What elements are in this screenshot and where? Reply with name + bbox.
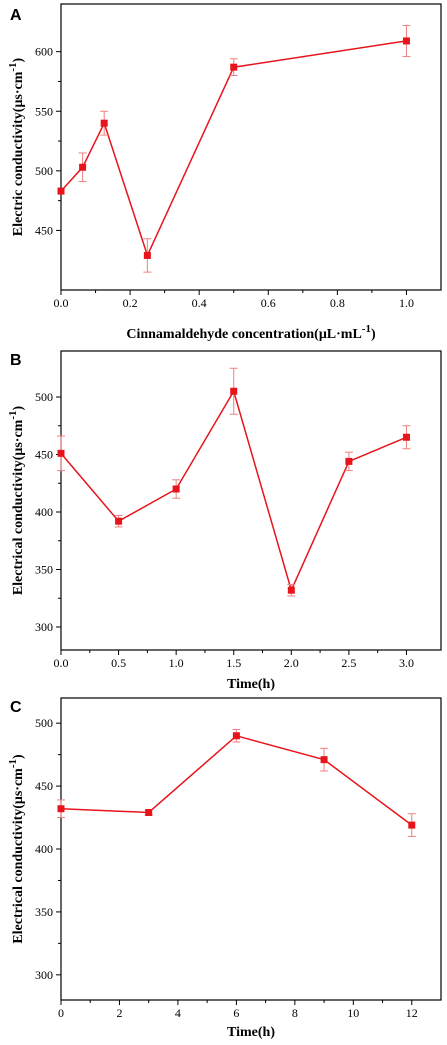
x-tick-label: 0	[58, 1006, 64, 1020]
data-point	[172, 485, 180, 493]
x-tick-label: 0.0	[54, 656, 69, 670]
x-tick-label: 0.8	[330, 296, 345, 310]
y-tick-label: 450	[35, 223, 53, 237]
y-tick-label: 500	[35, 164, 53, 178]
data-point	[145, 809, 153, 817]
y-axis-title: Electrical conductivity(μs·cm-1)	[7, 405, 26, 595]
panel-letter: A	[10, 7, 22, 24]
y-tick-label: 450	[35, 779, 53, 793]
y-tick-label: 300	[35, 620, 53, 634]
data-point	[320, 756, 328, 764]
x-tick-label: 1.5	[226, 656, 241, 670]
data-point	[345, 457, 353, 465]
chart-panel-b: B 0.0 0.5 1.0 1.5 2.0 2.5 3.0 300 350 400 450 500 Tim…	[7, 350, 442, 692]
x-tick-label: 12	[406, 1006, 418, 1020]
data-point	[143, 251, 151, 259]
data-point	[57, 805, 65, 813]
y-tick-label: 300	[35, 968, 53, 982]
series-line	[60, 40, 407, 258]
x-tick-label: 0.4	[192, 296, 207, 310]
y-axis-title: Electrical conductivity(μs·cm-1)	[7, 754, 26, 944]
y-tick-label: 600	[35, 45, 53, 59]
x-axis-title: Cinnamaldehyde concentration(μL·mL-1)	[126, 323, 376, 342]
panel-letter: C	[10, 699, 22, 716]
data-point	[230, 63, 238, 71]
x-axis-title: Time(h)	[227, 677, 275, 692]
data-point	[402, 433, 410, 441]
data-point	[57, 187, 65, 195]
data-point	[100, 119, 108, 127]
x-tick-label: 2.0	[284, 656, 299, 670]
chart-panel-c: C 0 2 4 6 8 10 12 300 350 400 450 500 Time(h) Electric…	[7, 697, 442, 1040]
x-tick-label: 0.6	[261, 296, 276, 310]
x-tick-label: 1.0	[399, 296, 414, 310]
data-point	[287, 586, 295, 594]
data-point	[402, 37, 410, 45]
plot-frame	[60, 350, 442, 651]
chart-panel-a: A 0.0 0.2 0.4 0.6 0.8 1.0 450 500 550 600 Cinnamald…	[7, 3, 442, 342]
x-axis-title: Time(h)	[227, 1025, 275, 1040]
x-tick-label: 2	[116, 1006, 122, 1020]
data-point	[115, 517, 123, 525]
x-tick-label: 3.0	[399, 656, 414, 670]
y-tick-label: 400	[35, 505, 53, 519]
series-line	[60, 734, 413, 826]
x-tick-label: 8	[292, 1006, 298, 1020]
y-axis-title: Electric conductivity(μs·cm-1)	[7, 57, 26, 236]
x-tick-label: 1.0	[169, 656, 184, 670]
series-line	[60, 389, 407, 593]
y-tick-label: 500	[35, 390, 53, 404]
x-tick-label: 0.2	[123, 296, 138, 310]
y-tick-label: 550	[35, 104, 53, 118]
x-tick-label: 10	[347, 1006, 359, 1020]
data-point	[232, 732, 240, 740]
x-tick-label: 0.5	[111, 656, 126, 670]
y-tick-label: 500	[35, 716, 53, 730]
plot-frame	[60, 697, 442, 1001]
data-point	[408, 821, 416, 829]
data-point	[57, 449, 65, 457]
x-tick-label: 4	[175, 1006, 181, 1020]
data-point	[230, 387, 238, 395]
x-tick-label: 0.0	[54, 296, 69, 310]
y-tick-label: 450	[35, 448, 53, 462]
plot-frame	[60, 3, 442, 291]
y-tick-label: 400	[35, 842, 53, 856]
data-point	[79, 163, 87, 171]
y-tick-label: 350	[35, 905, 53, 919]
x-tick-label: 6	[233, 1006, 239, 1020]
x-tick-label: 2.5	[341, 656, 356, 670]
panel-letter: B	[10, 352, 22, 369]
y-tick-label: 350	[35, 563, 53, 577]
